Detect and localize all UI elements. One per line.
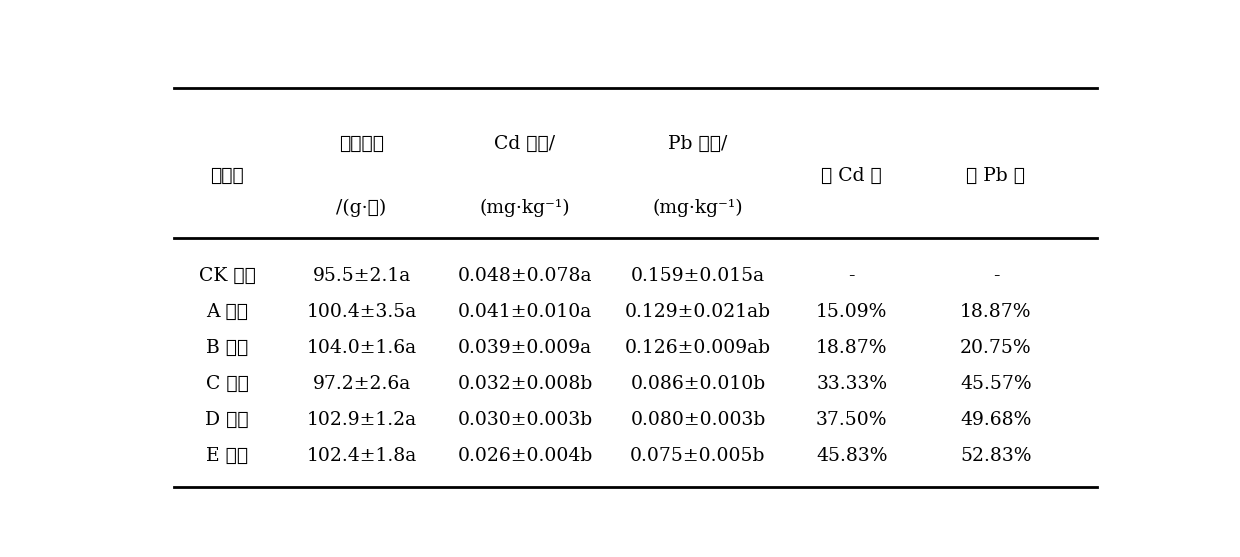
Text: CK 处理: CK 处理 [198, 267, 255, 285]
Text: 0.086±0.010b: 0.086±0.010b [630, 375, 765, 393]
Text: (mg·kg⁻¹): (mg·kg⁻¹) [480, 199, 570, 217]
Text: 33.33%: 33.33% [816, 375, 888, 393]
Text: 降 Pb 率: 降 Pb 率 [966, 167, 1025, 185]
Text: 102.4±1.8a: 102.4±1.8a [306, 447, 417, 465]
Text: A 处理: A 处理 [206, 303, 248, 321]
Text: 0.126±0.009ab: 0.126±0.009ab [625, 339, 771, 357]
Text: 49.68%: 49.68% [960, 411, 1032, 429]
Text: 97.2±2.6a: 97.2±2.6a [312, 375, 410, 393]
Text: 95.5±2.1a: 95.5±2.1a [312, 267, 410, 285]
Text: 104.0±1.6a: 104.0±1.6a [306, 339, 417, 357]
Text: 0.039±0.009a: 0.039±0.009a [458, 339, 591, 357]
Text: 37.50%: 37.50% [816, 411, 888, 429]
Text: 平均鲜重: 平均鲜重 [339, 135, 384, 153]
Text: 52.83%: 52.83% [960, 447, 1032, 465]
Text: 100.4±3.5a: 100.4±3.5a [306, 303, 417, 321]
Text: C 处理: C 处理 [206, 375, 248, 393]
Text: 15.09%: 15.09% [816, 303, 888, 321]
Text: E 处理: E 处理 [206, 447, 248, 465]
Text: 45.57%: 45.57% [960, 375, 1032, 393]
Text: 18.87%: 18.87% [960, 303, 1032, 321]
Text: B 处理: B 处理 [206, 339, 248, 357]
Text: -: - [993, 267, 999, 285]
Text: 0.048±0.078a: 0.048±0.078a [458, 267, 593, 285]
Text: /(g·株): /(g·株) [336, 199, 387, 217]
Text: Pb 含量/: Pb 含量/ [668, 135, 728, 153]
Text: 0.129±0.021ab: 0.129±0.021ab [625, 303, 771, 321]
Text: 降 Cd 率: 降 Cd 率 [821, 167, 882, 185]
Text: 0.030±0.003b: 0.030±0.003b [458, 411, 593, 429]
Text: 0.026±0.004b: 0.026±0.004b [458, 447, 593, 465]
Text: 0.032±0.008b: 0.032±0.008b [458, 375, 593, 393]
Text: 102.9±1.2a: 102.9±1.2a [306, 411, 417, 429]
Text: 0.041±0.010a: 0.041±0.010a [458, 303, 593, 321]
Text: (mg·kg⁻¹): (mg·kg⁻¹) [652, 199, 743, 217]
Text: 0.075±0.005b: 0.075±0.005b [630, 447, 766, 465]
Text: 20.75%: 20.75% [960, 339, 1032, 357]
Text: Cd 含量/: Cd 含量/ [495, 135, 556, 153]
Text: 各处理: 各处理 [211, 167, 244, 185]
Text: D 处理: D 处理 [206, 411, 249, 429]
Text: 45.83%: 45.83% [816, 447, 888, 465]
Text: 0.080±0.003b: 0.080±0.003b [630, 411, 765, 429]
Text: 0.159±0.015a: 0.159±0.015a [631, 267, 765, 285]
Text: -: - [848, 267, 854, 285]
Text: 18.87%: 18.87% [816, 339, 888, 357]
